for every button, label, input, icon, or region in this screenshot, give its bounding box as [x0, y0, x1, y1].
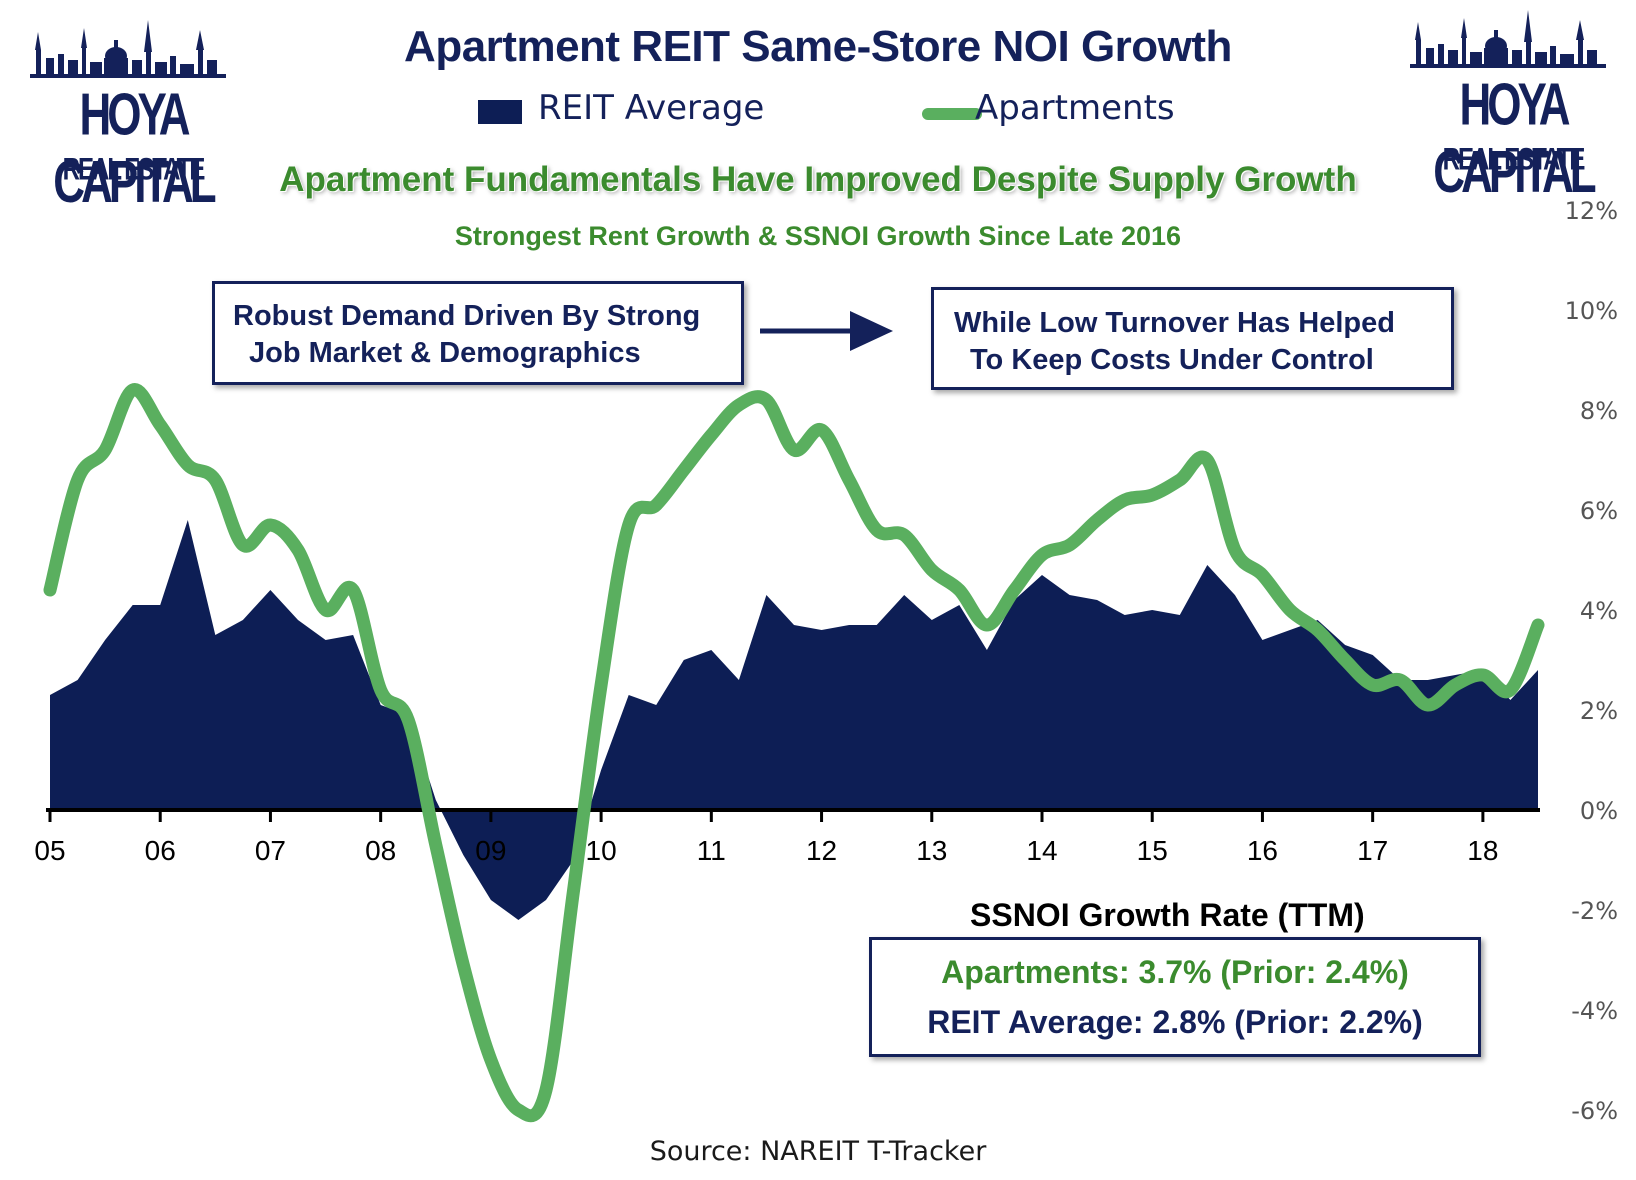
legend-label-reit-average: REIT Average [538, 88, 765, 128]
x-tick-label: 12 [806, 835, 837, 866]
y-tick-label: 4% [1580, 597, 1618, 625]
x-tick-label: 10 [586, 835, 617, 866]
x-tick-label: 16 [1247, 835, 1278, 866]
x-axis-ticks: 05 06 07 08 09 10 11 12 13 14 15 16 17 18 [34, 810, 1498, 866]
x-tick-label: 11 [697, 835, 726, 866]
note-box-left: Robust Demand Driven By Strong Job Marke… [212, 281, 744, 385]
y-tick-label: 8% [1580, 397, 1618, 425]
logo-right-line1: HOYA CAPITAL [1433, 72, 1596, 206]
x-tick-label: 17 [1357, 835, 1388, 866]
note-right-line2: To Keep Costs Under Control [970, 344, 1374, 376]
y-tick-label: -2% [1571, 897, 1618, 925]
stats-box: Apartments: 3.7% (Prior: 2.4%) REIT Aver… [869, 937, 1481, 1057]
subheadline: Strongest Rent Growth & SSNOI Growth Sin… [454, 221, 1182, 251]
y-tick-label: 6% [1580, 497, 1618, 525]
logo-left-line1: HOYA CAPITAL [53, 82, 216, 216]
y-tick-label: 10% [1565, 297, 1618, 325]
headline: Apartment Fundamentals Have Improved Des… [279, 160, 1357, 199]
stats-title: SSNOI Growth Rate (TTM) [970, 897, 1365, 933]
x-tick-label: 09 [475, 835, 506, 866]
series-reit-average-area [50, 520, 1538, 920]
y-tick-label: 12% [1565, 197, 1618, 225]
logo-left: HOYA CAPITAL REAL ESTATE [18, 10, 248, 216]
logo-right: HOYA CAPITAL REAL ESTATE [1398, 0, 1628, 206]
note-box-right: While Low Turnover Has Helped To Keep Co… [931, 287, 1454, 390]
legend-swatch-reit-average [478, 100, 522, 124]
source-note: Source: NAREIT T-Tracker [649, 1136, 987, 1167]
x-tick-label: 18 [1467, 835, 1498, 866]
note-arrow-head [850, 311, 893, 351]
x-tick-label: 14 [1026, 835, 1057, 866]
series-apartments-line [43, 383, 1545, 1123]
y-tick-label: 2% [1580, 697, 1618, 725]
y-tick-label: -6% [1571, 1097, 1618, 1125]
x-tick-label: 15 [1137, 835, 1168, 866]
x-tick-label: 13 [916, 835, 947, 866]
stats-reit-average: REIT Average: 2.8% (Prior: 2.2%) [927, 1004, 1423, 1040]
logo-left-line2: REAL ESTATE [62, 152, 206, 188]
y-tick-label: 0% [1580, 797, 1618, 825]
stats-apartments: Apartments: 3.7% (Prior: 2.4%) [941, 954, 1409, 990]
x-tick-label: 06 [145, 835, 176, 866]
x-tick-label: 08 [365, 835, 396, 866]
note-left-line1: Robust Demand Driven By Strong [233, 300, 701, 332]
logo-left-graphic [30, 20, 226, 78]
legend-swatch-apartments [922, 108, 982, 120]
y-tick-label: -4% [1571, 997, 1618, 1025]
chart-title: Apartment REIT Same-Store NOI Growth [404, 22, 1232, 71]
note-left-line2: Job Market & Demographics [249, 337, 641, 369]
x-tick-label: 05 [34, 835, 65, 866]
logo-right-line2: REAL ESTATE [1442, 142, 1586, 178]
y-axis-ticks: 12% 10% 8% 6% 4% 2% 0% -2% -4% -6% [1565, 197, 1618, 1125]
note-right-line1: While Low Turnover Has Helped [954, 307, 1395, 339]
logo-right-graphic [1410, 10, 1606, 68]
legend-label-apartments: Apartments [975, 88, 1175, 128]
x-tick-label: 07 [255, 835, 286, 866]
